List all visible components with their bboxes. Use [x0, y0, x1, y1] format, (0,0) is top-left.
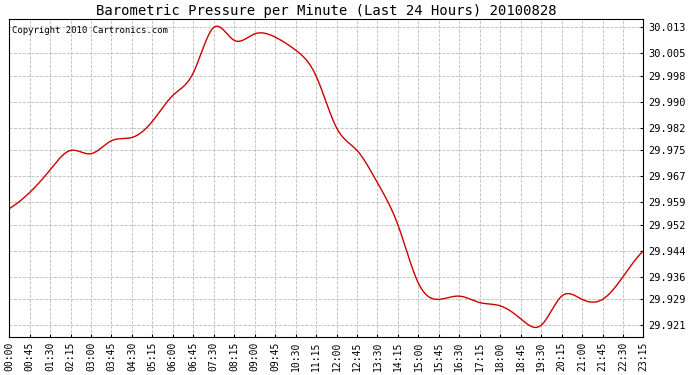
Title: Barometric Pressure per Minute (Last 24 Hours) 20100828: Barometric Pressure per Minute (Last 24 … — [96, 4, 557, 18]
Text: Copyright 2010 Cartronics.com: Copyright 2010 Cartronics.com — [12, 26, 168, 34]
